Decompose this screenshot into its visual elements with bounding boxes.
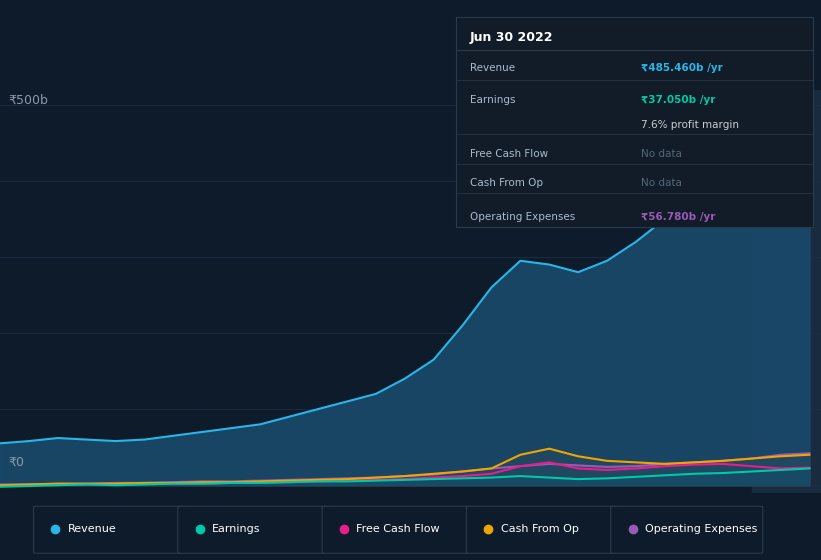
Text: 7.6% profit margin: 7.6% profit margin [641,120,740,130]
Text: ₹500b: ₹500b [8,94,48,106]
Bar [751,90,821,493]
Text: ₹37.050b /yr: ₹37.050b /yr [641,95,716,105]
Text: Revenue: Revenue [68,524,117,534]
Text: Jun 30 2022: Jun 30 2022 [470,31,553,44]
Text: Operating Expenses: Operating Expenses [470,212,576,222]
Text: Operating Expenses: Operating Expenses [645,524,758,534]
Text: ₹485.460b /yr: ₹485.460b /yr [641,63,723,73]
Text: Free Cash Flow: Free Cash Flow [356,524,440,534]
Text: No data: No data [641,149,682,159]
Text: ₹56.780b /yr: ₹56.780b /yr [641,212,716,222]
Text: Earnings: Earnings [212,524,260,534]
Text: Free Cash Flow: Free Cash Flow [470,149,548,159]
Text: ₹0: ₹0 [8,456,24,469]
Text: Cash From Op: Cash From Op [470,179,543,189]
Text: Earnings: Earnings [470,95,516,105]
FancyBboxPatch shape [611,506,763,553]
FancyBboxPatch shape [322,506,475,553]
FancyBboxPatch shape [178,506,330,553]
Text: Revenue: Revenue [470,63,515,73]
FancyBboxPatch shape [466,506,618,553]
Text: No data: No data [641,179,682,189]
Text: Cash From Op: Cash From Op [501,524,579,534]
FancyBboxPatch shape [34,506,186,553]
